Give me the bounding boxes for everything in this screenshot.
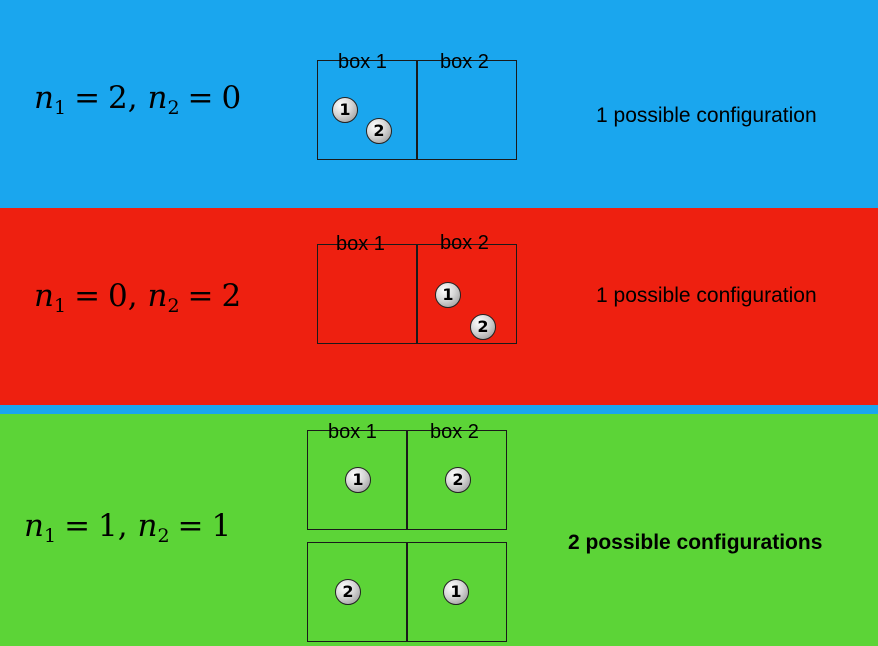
box-1 <box>317 60 417 160</box>
box-2-label: box 2 <box>440 232 489 254</box>
config-b-box-2 <box>407 542 507 642</box>
equation: n1 = 0, n2 = 2 <box>34 278 242 317</box>
box-2-label: box 2 <box>430 421 479 443</box>
config-b-ball-1: 1 <box>443 579 469 605</box>
config-b-box-1 <box>307 542 407 642</box>
config-a-ball-1: 1 <box>345 467 371 493</box>
box-2 <box>417 60 517 160</box>
config-b-ball-2: 2 <box>335 579 361 605</box>
ball-1: 1 <box>332 97 358 123</box>
ball-2: 2 <box>470 314 496 340</box>
equation: n1 = 2, n2 = 0 <box>34 80 242 119</box>
box-2 <box>417 244 517 344</box>
ball-1: 1 <box>435 282 461 308</box>
configuration-count: 2 possible configurations <box>568 531 823 554</box>
ball-2: 2 <box>366 118 392 144</box>
box-1-label: box 1 <box>338 51 387 73</box>
equation: n1 = 1, n2 = 1 <box>24 508 232 547</box>
config-a-box-1 <box>307 430 407 530</box>
box-1-label: box 1 <box>336 233 385 255</box>
config-a-box-2 <box>407 430 507 530</box>
configuration-count: 1 possible configuration <box>596 104 817 127</box>
configuration-count: 1 possible configuration <box>596 284 817 307</box>
panel-n1-1-n2-1: n1 = 1, n2 = 1 box 1 box 2 1 2 2 1 2 possibl… <box>0 414 878 646</box>
panel-n1-0-n2-2: n1 = 0, n2 = 2 box 1 box 2 1 2 1 possible co… <box>0 208 878 405</box>
config-a-ball-2: 2 <box>445 467 471 493</box>
panel-n1-2-n2-0: n1 = 2, n2 = 0 box 1 box 2 1 2 1 possible co… <box>0 0 878 204</box>
box-1-label: box 1 <box>328 421 377 443</box>
box-1 <box>317 244 417 344</box>
box-2-label: box 2 <box>440 51 489 73</box>
